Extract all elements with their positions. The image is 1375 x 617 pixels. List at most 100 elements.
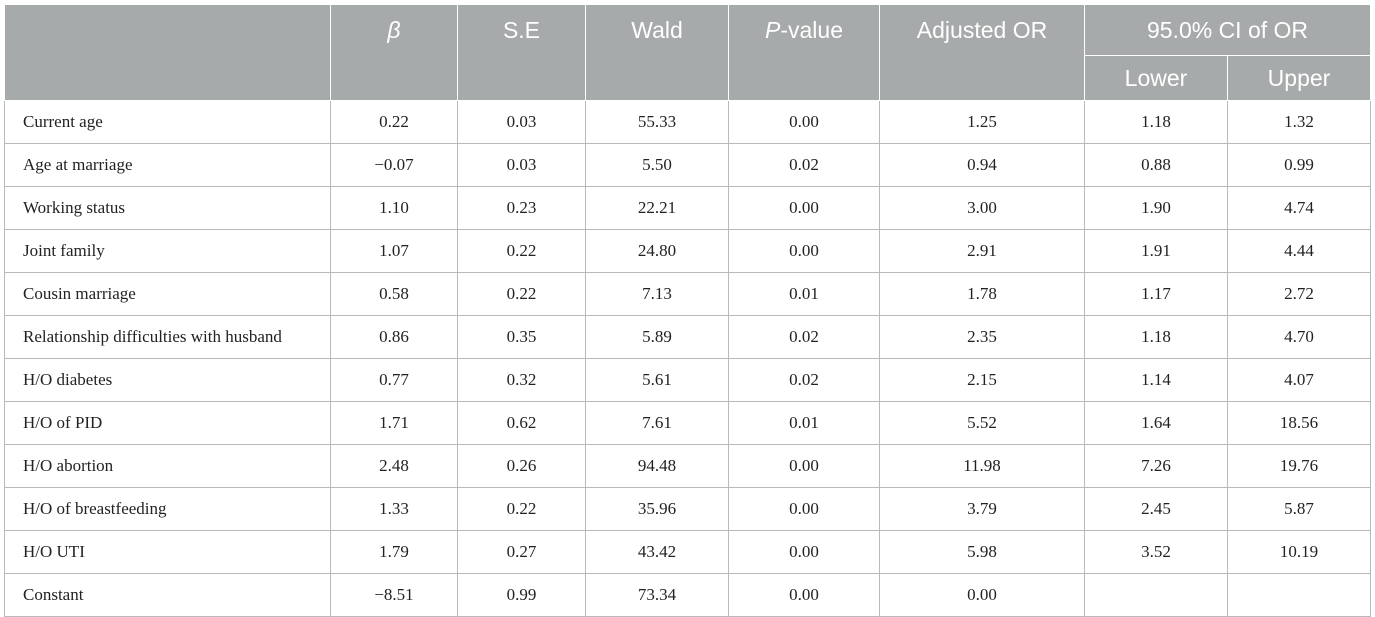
table-row: H/O of breastfeeding 1.33 0.22 35.96 0.00 3.7… xyxy=(4,487,1372,531)
cell-ci-lower: 7.26 xyxy=(1084,444,1228,488)
cell-ci-upper: 4.44 xyxy=(1226,229,1372,273)
cell-ci-lower: 1.91 xyxy=(1084,229,1228,273)
cell-se: 0.35 xyxy=(457,315,586,359)
cell-adjusted-or: 2.91 xyxy=(879,229,1085,273)
header-p-italic: P xyxy=(765,17,781,43)
cell-beta: 0.22 xyxy=(330,100,458,144)
cell-ci-lower: 1.14 xyxy=(1084,358,1228,402)
cell-wald: 35.96 xyxy=(585,487,729,531)
cell-ci-upper: 10.19 xyxy=(1226,530,1372,574)
table-row: Relationship difficulties with husband 0.… xyxy=(4,315,1372,359)
cell-wald: 5.50 xyxy=(585,143,729,187)
header-variable xyxy=(4,4,331,101)
cell-variable: H/O abortion xyxy=(4,444,331,488)
header-p-value: P-value xyxy=(728,4,880,101)
cell-variable: H/O diabetes xyxy=(4,358,331,402)
cell-wald: 73.34 xyxy=(585,573,729,617)
cell-adjusted-or: 2.35 xyxy=(879,315,1085,359)
cell-wald: 22.21 xyxy=(585,186,729,230)
cell-se: 0.22 xyxy=(457,272,586,316)
table-body: Current age 0.22 0.03 55.33 0.00 1.25 1.18 1.32… xyxy=(4,100,1372,617)
cell-ci-lower: 1.90 xyxy=(1084,186,1228,230)
cell-ci-lower: 0.88 xyxy=(1084,143,1228,187)
cell-wald: 7.13 xyxy=(585,272,729,316)
cell-adjusted-or: 5.52 xyxy=(879,401,1085,445)
cell-adjusted-or: 3.00 xyxy=(879,186,1085,230)
cell-variable: Cousin marriage xyxy=(4,272,331,316)
cell-variable: Constant xyxy=(4,573,331,617)
cell-p-value: 0.01 xyxy=(728,272,880,316)
table-row: H/O UTI 1.79 0.27 43.42 0.00 5.98 3.52 10.19 xyxy=(4,530,1372,574)
cell-wald: 94.48 xyxy=(585,444,729,488)
table-row: Joint family 1.07 0.22 24.80 0.00 2.91 1.91 4.4… xyxy=(4,229,1372,273)
cell-ci-lower: 1.18 xyxy=(1084,315,1228,359)
cell-beta: 1.33 xyxy=(330,487,458,531)
cell-ci-lower: 1.64 xyxy=(1084,401,1228,445)
cell-se: 0.22 xyxy=(457,229,586,273)
cell-p-value: 0.00 xyxy=(728,186,880,230)
cell-adjusted-or: 1.78 xyxy=(879,272,1085,316)
cell-p-value: 0.00 xyxy=(728,530,880,574)
header-ci: 95.0% CI of OR xyxy=(1083,4,1372,56)
cell-ci-upper: 1.32 xyxy=(1226,100,1372,144)
cell-adjusted-or: 5.98 xyxy=(879,530,1085,574)
cell-wald: 5.89 xyxy=(585,315,729,359)
cell-p-value: 0.02 xyxy=(728,315,880,359)
cell-adjusted-or: 0.94 xyxy=(879,143,1085,187)
cell-wald: 43.42 xyxy=(585,530,729,574)
table-row: Age at marriage −0.07 0.03 5.50 0.02 0.94 0.88… xyxy=(4,143,1372,187)
cell-variable: Current age xyxy=(4,100,331,144)
cell-se: 0.03 xyxy=(457,143,586,187)
regression-table: β S.E Wald P-value Adjusted OR 95.0% CI … xyxy=(4,4,1372,617)
header-beta: β xyxy=(330,4,458,101)
cell-p-value: 0.00 xyxy=(728,573,880,617)
cell-beta: 0.77 xyxy=(330,358,458,402)
cell-wald: 24.80 xyxy=(585,229,729,273)
cell-ci-upper: 4.07 xyxy=(1226,358,1372,402)
cell-adjusted-or: 11.98 xyxy=(879,444,1085,488)
cell-adjusted-or: 0.00 xyxy=(879,573,1085,617)
cell-adjusted-or: 3.79 xyxy=(879,487,1085,531)
cell-beta: 1.07 xyxy=(330,229,458,273)
cell-variable: H/O of PID xyxy=(4,401,331,445)
header-wald: Wald xyxy=(585,4,729,101)
cell-beta: −0.07 xyxy=(330,143,458,187)
table-row: H/O of PID 1.71 0.62 7.61 0.01 5.52 1.64 18.56 xyxy=(4,401,1372,445)
cell-ci-upper: 18.56 xyxy=(1226,401,1372,445)
table-row: H/O diabetes 0.77 0.32 5.61 0.02 2.15 1.14 4.07 xyxy=(4,358,1372,402)
table-header: β S.E Wald P-value Adjusted OR 95.0% CI … xyxy=(4,4,1372,101)
cell-ci-upper: 0.99 xyxy=(1226,143,1372,187)
cell-p-value: 0.02 xyxy=(728,143,880,187)
table-row: H/O abortion 2.48 0.26 94.48 0.00 11.98 7.26 19… xyxy=(4,444,1372,488)
cell-ci-upper: 4.74 xyxy=(1226,186,1372,230)
cell-ci-upper xyxy=(1226,573,1372,617)
cell-p-value: 0.00 xyxy=(728,444,880,488)
header-se: S.E xyxy=(457,4,586,101)
header-adjusted-or: Adjusted OR xyxy=(879,4,1085,101)
cell-variable: Relationship difficulties with husband xyxy=(4,315,331,359)
cell-se: 0.23 xyxy=(457,186,586,230)
cell-p-value: 0.00 xyxy=(728,100,880,144)
header-upper: Upper xyxy=(1226,55,1372,101)
cell-beta: 2.48 xyxy=(330,444,458,488)
cell-p-value: 0.02 xyxy=(728,358,880,402)
cell-ci-upper: 5.87 xyxy=(1226,487,1372,531)
table-row: Working status 1.10 0.23 22.21 0.00 3.00 1.90 4… xyxy=(4,186,1372,230)
cell-p-value: 0.01 xyxy=(728,401,880,445)
cell-variable: H/O of breastfeeding xyxy=(4,487,331,531)
cell-variable: H/O UTI xyxy=(4,530,331,574)
cell-se: 0.27 xyxy=(457,530,586,574)
cell-se: 0.99 xyxy=(457,573,586,617)
cell-variable: Working status xyxy=(4,186,331,230)
cell-beta: 1.71 xyxy=(330,401,458,445)
cell-beta: 0.86 xyxy=(330,315,458,359)
cell-adjusted-or: 1.25 xyxy=(879,100,1085,144)
cell-wald: 55.33 xyxy=(585,100,729,144)
cell-se: 0.62 xyxy=(457,401,586,445)
table-row: Current age 0.22 0.03 55.33 0.00 1.25 1.18 1.32 xyxy=(4,100,1372,144)
cell-ci-lower: 1.18 xyxy=(1084,100,1228,144)
header-lower: Lower xyxy=(1084,55,1228,101)
cell-ci-upper: 2.72 xyxy=(1226,272,1372,316)
cell-se: 0.26 xyxy=(457,444,586,488)
cell-p-value: 0.00 xyxy=(728,229,880,273)
